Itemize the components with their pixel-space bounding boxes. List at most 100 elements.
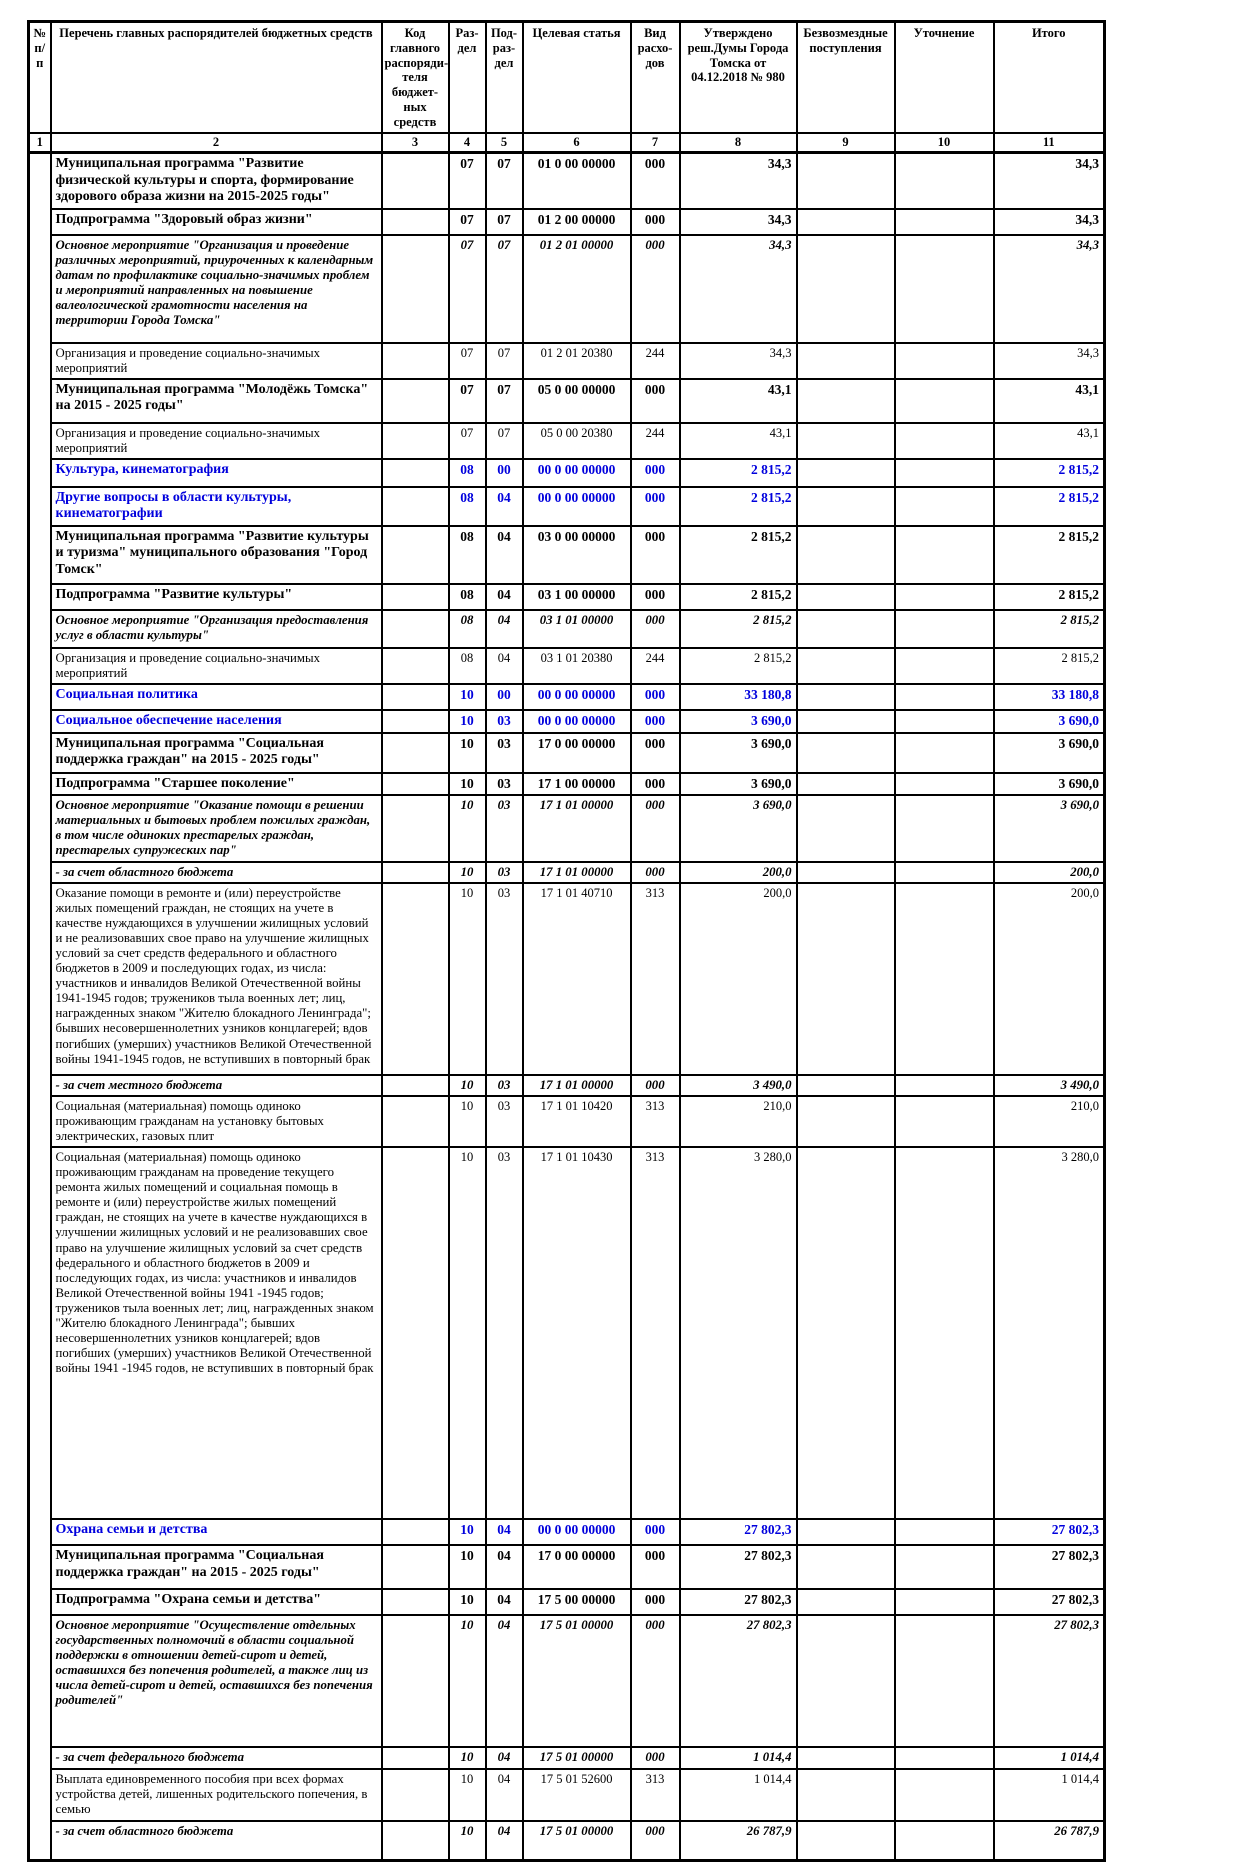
total-amount-cell: 210,0 (992, 1094, 1106, 1149)
expense-type-cell: 000 (629, 709, 681, 734)
grbs-code-cell (380, 582, 450, 611)
target-article-cell: 05 0 00 20380 (521, 421, 632, 460)
target-article-cell: 17 0 00 00000 (521, 731, 632, 774)
podrazdel-cell: 04 (484, 485, 524, 527)
target-article-cell: 00 0 00 00000 (521, 485, 632, 527)
grbs-code-cell (380, 1146, 450, 1521)
header-label-col-7: Вид расхо-дов (629, 20, 681, 135)
adjustment-cell (893, 1094, 995, 1149)
total-amount-cell: 27 802,3 (992, 1588, 1106, 1617)
header-number-col-5: 5 (484, 132, 524, 155)
expense-type-cell: 244 (629, 421, 681, 460)
total-amount-cell: 27 802,3 (992, 1614, 1106, 1749)
total-amount-cell: 3 280,0 (992, 1146, 1106, 1521)
table-row-detail: Организация и проведение социально-значи… (27, 646, 1106, 686)
total-amount-cell: 26 787,9 (992, 1820, 1106, 1862)
total-amount-cell: 2 815,2 (992, 457, 1106, 488)
target-article-cell: 03 0 00 00000 (521, 524, 632, 585)
approved-amount-cell: 3 280,0 (678, 1146, 798, 1521)
grbs-code-cell (380, 731, 450, 774)
grbs-code-cell (380, 421, 450, 460)
gratuitous-receipts-cell (795, 457, 896, 488)
podrazdel-cell: 03 (484, 771, 524, 797)
row-number-cell (27, 684, 52, 711)
total-amount-cell: 3 690,0 (992, 771, 1106, 797)
row-number-cell (27, 525, 52, 584)
table-row-program: Подпрограмма "Старшее поколение" 10 03 17 1… (27, 771, 1106, 797)
name-cell: Охрана семьи и детства (49, 1518, 383, 1547)
name-cell: Социальная (материальная) помощь одиноко… (49, 1094, 383, 1149)
razdel-cell: 07 (447, 421, 487, 460)
expense-type-cell: 000 (629, 233, 681, 344)
grbs-code-cell (380, 646, 450, 686)
gratuitous-receipts-cell (795, 1094, 896, 1149)
approved-amount-cell: 43,1 (678, 421, 798, 460)
row-number-cell (27, 732, 52, 773)
header-label-col-3: Код главного распоряди-теля бюджет-ных с… (380, 20, 450, 135)
grbs-code-cell (380, 1518, 450, 1547)
approved-amount-cell: 3 690,0 (678, 731, 798, 774)
name-cell: - за счет областного бюджета (49, 860, 383, 884)
podrazdel-cell: 03 (484, 794, 524, 863)
grbs-code-cell (380, 1094, 450, 1149)
header-number-col-11: 11 (992, 132, 1106, 155)
gratuitous-receipts-cell (795, 524, 896, 585)
table-row-program: Подпрограмма "Охрана семьи и детства" 10 0… (27, 1588, 1106, 1617)
approved-amount-cell: 2 815,2 (678, 485, 798, 527)
name-cell: Основное мероприятие "Организация и пров… (49, 233, 383, 344)
razdel-cell: 08 (447, 524, 487, 585)
gratuitous-receipts-cell (795, 794, 896, 863)
gratuitous-receipts-cell (795, 881, 896, 1076)
total-amount-cell: 3 690,0 (992, 731, 1106, 774)
table-row-detail: Социальная (материальная) помощь одиноко… (27, 1146, 1106, 1521)
target-article-cell: 17 5 01 00000 (521, 1614, 632, 1749)
gratuitous-receipts-cell (795, 151, 896, 210)
grbs-code-cell (380, 1820, 450, 1862)
approved-amount-cell: 34,3 (678, 151, 798, 210)
adjustment-cell (893, 582, 995, 611)
table-row-event: Основное мероприятие "Организация предос… (27, 608, 1106, 649)
approved-amount-cell: 27 802,3 (678, 1518, 798, 1547)
razdel-cell: 07 (447, 233, 487, 344)
razdel-cell: 10 (447, 1614, 487, 1749)
gratuitous-receipts-cell (795, 377, 896, 424)
row-number-cell (27, 1095, 52, 1148)
grbs-code-cell (380, 608, 450, 649)
podrazdel-cell: 07 (484, 151, 524, 210)
podrazdel-cell: 03 (484, 1094, 524, 1149)
expense-type-cell: 000 (629, 860, 681, 884)
expense-type-cell: 000 (629, 1073, 681, 1097)
approved-amount-cell: 43,1 (678, 377, 798, 424)
row-number-cell (27, 1615, 52, 1748)
target-article-cell: 17 5 00 00000 (521, 1588, 632, 1617)
razdel-cell: 08 (447, 608, 487, 649)
total-amount-cell: 200,0 (992, 860, 1106, 884)
name-cell: - за счет областного бюджета (49, 1820, 383, 1862)
adjustment-cell (893, 709, 995, 734)
expense-type-cell: 000 (629, 1820, 681, 1862)
row-number-cell (27, 208, 52, 235)
adjustment-cell (893, 1820, 995, 1862)
podrazdel-cell: 07 (484, 233, 524, 344)
header-number-col-9: 9 (795, 132, 896, 155)
row-number-cell (27, 795, 52, 862)
table-row-detail: Организация и проведение социально-значи… (27, 341, 1106, 380)
row-number-cell (27, 1769, 52, 1822)
podrazdel-cell: 07 (484, 207, 524, 236)
adjustment-cell (893, 646, 995, 686)
expense-type-cell: 000 (629, 151, 681, 210)
row-number-cell (27, 1747, 52, 1770)
table-row-section: Охрана семьи и детства 10 04 00 0 00 00000 0… (27, 1518, 1106, 1547)
expense-type-cell: 000 (629, 377, 681, 424)
gratuitous-receipts-cell (795, 1746, 896, 1771)
name-cell: Основное мероприятие "Организация предос… (49, 608, 383, 649)
razdel-cell: 07 (447, 151, 487, 210)
grbs-code-cell (380, 1544, 450, 1591)
total-amount-cell: 34,3 (992, 341, 1106, 380)
podrazdel-cell: 00 (484, 683, 524, 712)
row-number-cell (27, 342, 52, 379)
expense-type-cell: 000 (629, 1544, 681, 1591)
grbs-code-cell (380, 377, 450, 424)
target-article-cell: 03 1 01 20380 (521, 646, 632, 686)
name-cell: - за счет федерального бюджета (49, 1746, 383, 1771)
